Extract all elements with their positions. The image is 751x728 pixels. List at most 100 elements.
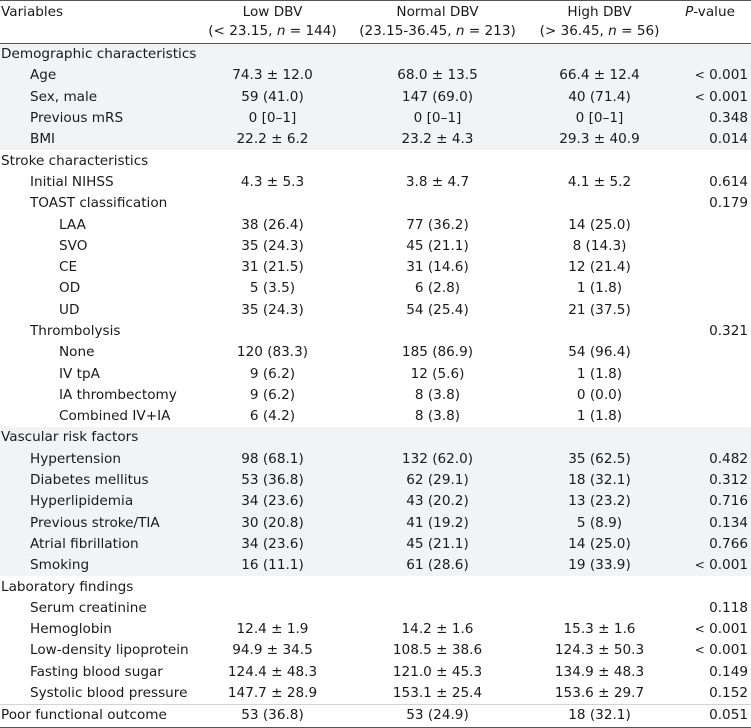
section-row: Demographic characteristics xyxy=(0,43,751,66)
row-label: Vascular risk factors xyxy=(0,427,200,449)
cell-low-dbv: 5 (3.5) xyxy=(249,280,296,297)
table-row: UD 35 (24.3) 54 (25.4) 21 (37.5) xyxy=(0,300,751,321)
cell-low-dbv xyxy=(200,576,345,597)
table-row: Previous stroke/TIA 30 (20.8) 41 (19.2) 5 (… xyxy=(0,512,751,534)
cell-high-dbv: 5 (8.9) xyxy=(530,512,669,534)
cell-p-value: 0.051 xyxy=(669,704,751,728)
cell-high-dbv: 8 (14.3) xyxy=(572,237,627,254)
table-row: Previous mRS 0 [0–1] 0 [0–1] 0 [0–1] 0.348 xyxy=(0,107,751,130)
cell-high-dbv: 1 (1.8) xyxy=(576,365,623,382)
cell-low-dbv: 31 (21.5) xyxy=(241,259,304,276)
table-body: Demographic characteristics Age 74.3 ± 12.… xyxy=(0,43,751,728)
cell-p-value xyxy=(669,406,751,427)
table-row: None 120 (83.3) 185 (86.9) 54 (96.4) xyxy=(0,342,751,363)
cell-p-value: 0.134 xyxy=(669,512,751,534)
table-row: Initial NIHSS 4.3 ± 5.3 3.8 ± 4.7 4.1 ± 5.2… xyxy=(0,172,751,193)
table-row: Systolic blood pressure 147.7 ± 28.9 153.1… xyxy=(0,683,751,705)
row-label: Initial NIHSS xyxy=(30,173,114,190)
cell-high-dbv xyxy=(530,427,669,449)
cell-p-value: 0.321 xyxy=(709,323,748,339)
cell-p-value: 0.482 xyxy=(669,448,751,470)
cell-high-dbv: 29.3 ± 40.9 xyxy=(530,129,669,151)
table-row: Hemoglobin 12.4 ± 1.9 14.2 ± 1.6 15.3 ± 1.6… xyxy=(0,619,751,640)
table-row: Fasting blood sugar 124.4 ± 48.3 121.0 ± 4… xyxy=(0,662,751,683)
cell-p-value xyxy=(669,43,751,66)
cell-low-dbv xyxy=(200,598,345,619)
cell-high-dbv: 18 (32.1) xyxy=(530,704,669,728)
header-row: Variables Low DBV (< 23.15, n = 144) Nor… xyxy=(0,0,751,44)
cell-p-value xyxy=(669,236,751,257)
cell-normal-dbv: 108.5 ± 38.6 xyxy=(392,642,483,659)
table-row: Hypertension 98 (68.1) 132 (62.0) 35 (62.5)… xyxy=(0,448,751,470)
table-row: SVO 35 (24.3) 45 (21.1) 8 (14.3) xyxy=(0,236,751,257)
cell-p-value: 0.152 xyxy=(709,685,748,702)
cell-p-value: < 0.001 xyxy=(694,621,748,638)
cell-high-dbv: 15.3 ± 1.6 xyxy=(563,621,636,638)
cell-low-dbv xyxy=(200,193,345,214)
table-row: Diabetes mellitus 53 (36.8) 62 (29.1) 18 (3… xyxy=(0,469,751,492)
cell-low-dbv: 59 (41.0) xyxy=(200,86,345,108)
cell-p-value xyxy=(669,150,751,171)
header-normal-dbv-range: (23.15-36.45, n = 213) xyxy=(359,23,516,39)
cell-normal-dbv xyxy=(345,150,530,171)
cell-normal-dbv: 68.0 ± 13.5 xyxy=(345,65,530,87)
cell-p-value xyxy=(669,257,751,278)
cell-normal-dbv: 153.1 ± 25.4 xyxy=(392,685,483,702)
cell-p-value xyxy=(669,385,751,406)
cell-low-dbv: 124.4 ± 48.3 xyxy=(227,663,318,680)
section-row: Vascular risk factors xyxy=(0,427,751,449)
cell-p-value xyxy=(669,214,751,235)
cell-p-value xyxy=(669,300,751,321)
cell-low-dbv: 22.2 ± 6.2 xyxy=(200,129,345,151)
row-label: Hypertension xyxy=(0,448,200,470)
cell-high-dbv xyxy=(530,576,669,597)
cell-normal-dbv xyxy=(345,427,530,449)
cell-low-dbv: 4.3 ± 5.3 xyxy=(240,173,305,190)
row-label: Fasting blood sugar xyxy=(30,663,163,680)
header-low-dbv-title: Low DBV xyxy=(242,4,303,20)
cell-p-value: < 0.001 xyxy=(669,86,751,108)
cell-normal-dbv: 77 (36.2) xyxy=(406,216,469,233)
cell-normal-dbv: 8 (3.8) xyxy=(414,408,461,425)
cell-high-dbv: 0 (0.0) xyxy=(576,386,623,403)
table-row: Age 74.3 ± 12.0 68.0 ± 13.5 66.4 ± 12.4 < 0.… xyxy=(0,65,751,87)
cell-normal-dbv: 45 (21.1) xyxy=(406,237,469,254)
row-label: Systolic blood pressure xyxy=(30,685,188,702)
header-p-value: P-value xyxy=(669,0,751,44)
row-label: LAA xyxy=(59,216,86,233)
table-row: LAA 38 (26.4) 77 (36.2) 14 (25.0) xyxy=(0,214,751,235)
table-row: OD 5 (3.5) 6 (2.8) 1 (1.8) xyxy=(0,278,751,299)
cell-normal-dbv: 8 (3.8) xyxy=(414,386,461,403)
cell-high-dbv: 40 (71.4) xyxy=(530,86,669,108)
cell-normal-dbv: 41 (19.2) xyxy=(345,512,530,534)
table-row: Smoking 16 (11.1) 61 (28.6) 19 (33.9) < 0.00… xyxy=(0,555,751,577)
cell-normal-dbv: 132 (62.0) xyxy=(345,448,530,470)
cell-high-dbv: 12 (21.4) xyxy=(568,259,631,276)
cell-normal-dbv xyxy=(345,598,530,619)
cell-high-dbv: 66.4 ± 12.4 xyxy=(530,65,669,87)
cell-low-dbv: 98 (68.1) xyxy=(200,448,345,470)
cell-p-value xyxy=(669,363,751,384)
cell-p-value xyxy=(669,342,751,363)
table-row: Atrial fibrillation 34 (23.6) 45 (21.1) 14 … xyxy=(0,533,751,556)
header-high-dbv: High DBV (> 36.45, n = 56) xyxy=(530,0,669,44)
table-header: Variables Low DBV (< 23.15, n = 144) Nor… xyxy=(0,0,751,44)
cell-high-dbv xyxy=(530,150,669,171)
cell-low-dbv: 74.3 ± 12.0 xyxy=(200,65,345,87)
cell-p-value: < 0.001 xyxy=(669,555,751,577)
header-variables: Variables xyxy=(0,0,200,44)
cell-high-dbv: 124.3 ± 50.3 xyxy=(554,642,645,659)
section-row: Poor functional outcome 53 (36.8) 53 (24.9… xyxy=(0,704,751,728)
cell-p-value: 0.312 xyxy=(669,469,751,492)
cell-low-dbv: 9 (6.2) xyxy=(249,365,296,382)
header-high-dbv-title: High DBV xyxy=(567,4,632,20)
cell-high-dbv: 153.6 ± 29.7 xyxy=(554,685,645,702)
cell-p-value: 0.179 xyxy=(709,195,748,212)
cell-p-value xyxy=(669,427,751,449)
table-row: Low-density lipoprotein 94.9 ± 34.5 108.5 … xyxy=(0,640,751,661)
cell-normal-dbv: 6 (2.8) xyxy=(414,280,461,297)
row-label: Hemoglobin xyxy=(30,621,112,638)
section-row: Laboratory findings xyxy=(0,576,751,597)
row-label: None xyxy=(59,344,95,361)
cell-p-value: < 0.001 xyxy=(669,65,751,87)
